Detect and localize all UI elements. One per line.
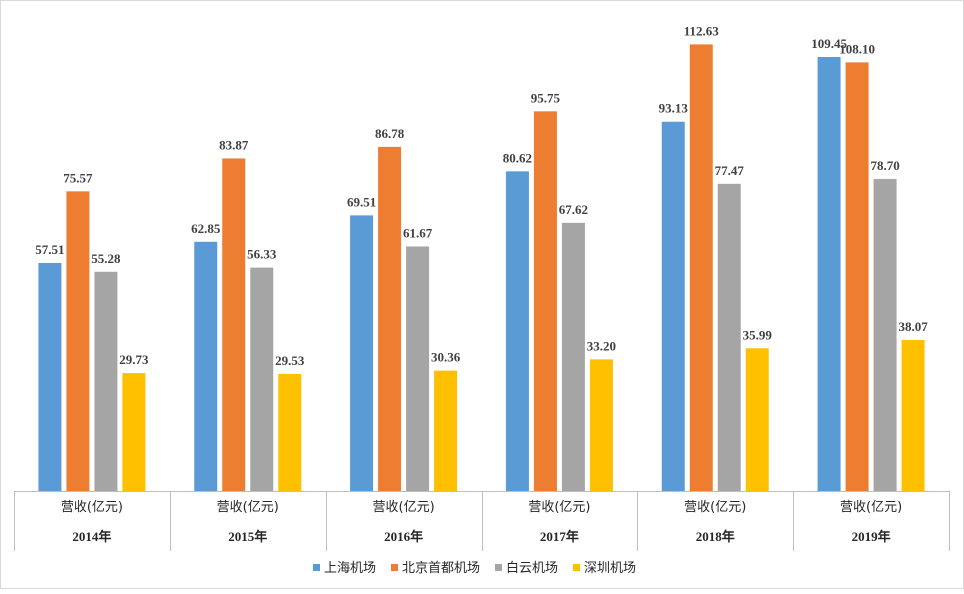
bar-深圳机场-2017年	[589, 359, 613, 491]
value-label: 30.36	[431, 350, 461, 365]
bar-白云机场-2019年	[873, 178, 897, 491]
value-label: 93.13	[659, 101, 689, 116]
value-label: 78.70	[870, 158, 899, 173]
legend-item-label: 上海机场	[324, 561, 376, 576]
value-label: 83.87	[219, 137, 249, 152]
legend-swatch	[313, 564, 320, 571]
axis-category-label: 营收(亿元)	[840, 500, 902, 515]
bar-北京首都机场-2015年	[222, 158, 246, 491]
value-labels-layer: 57.51 75.57 55.28 29.73 62.85 83.87 56.33 29.53…	[35, 23, 928, 368]
legend-item-label: 白云机场	[506, 560, 558, 576]
axis-year-label: 2019年	[852, 529, 891, 544]
axis-category-label: 营收(亿元)	[217, 500, 279, 515]
value-label: 69.51	[347, 194, 376, 209]
legend-item-label: 深圳机场	[584, 561, 636, 576]
bar-上海机场-2018年	[661, 121, 685, 491]
bar-深圳机场-2015年	[278, 373, 302, 491]
legend-swatch	[495, 564, 502, 571]
bar-北京首都机场-2019年	[845, 62, 869, 492]
axis-year-label: 2016年	[384, 529, 423, 544]
value-label: 86.78	[375, 126, 405, 141]
value-label: 75.57	[63, 170, 93, 185]
bar-上海机场-2014年	[38, 262, 62, 491]
bar-上海机场-2015年	[194, 241, 218, 491]
bar-上海机场-2016年	[350, 215, 374, 491]
axis-category-label: 营收(亿元)	[61, 500, 123, 515]
value-label: 61.67	[403, 225, 433, 240]
value-label: 55.28	[91, 251, 121, 266]
value-label: 38.07	[898, 319, 928, 334]
legend: 上海机场 北京首都机场 白云机场 深圳机场	[313, 560, 636, 576]
axis-year-label: 2017年	[540, 529, 579, 544]
bar-深圳机场-2014年	[122, 373, 146, 491]
value-label: 77.47	[715, 163, 745, 178]
value-label: 57.51	[35, 242, 64, 257]
value-label: 95.75	[531, 90, 561, 105]
bar-白云机场-2014年	[94, 271, 118, 491]
value-label: 112.63	[684, 23, 720, 38]
bar-深圳机场-2016年	[434, 370, 458, 491]
bar-北京首都机场-2017年	[533, 111, 557, 491]
bars-layer	[38, 44, 925, 492]
bar-白云机场-2015年	[250, 267, 274, 491]
value-label: 29.53	[275, 353, 305, 368]
bar-北京首都机场-2014年	[66, 191, 90, 491]
bar-白云机场-2017年	[561, 222, 585, 491]
axis-year-label: 2018年	[696, 529, 735, 544]
value-label: 56.33	[247, 247, 277, 262]
bar-白云机场-2018年	[717, 183, 741, 491]
bar-北京首都机场-2016年	[378, 146, 402, 491]
bar-北京首都机场-2018年	[689, 44, 713, 492]
bar-上海机场-2017年	[505, 171, 529, 491]
category-axis: 营收(亿元) 2014年 营收(亿元) 2015年 营收(亿元) 2016年 营收(亿元) 2…	[14, 491, 950, 551]
bar-白云机场-2016年	[406, 246, 430, 491]
bar-深圳机场-2019年	[901, 340, 925, 491]
value-label: 80.62	[503, 150, 532, 165]
axis-category-label: 营收(亿元)	[373, 500, 435, 515]
value-label: 29.73	[119, 352, 149, 367]
legend-swatch	[391, 564, 398, 571]
value-label: 67.62	[559, 202, 588, 217]
value-label: 109.45	[811, 36, 847, 51]
bar-深圳机场-2018年	[745, 348, 769, 491]
legend-item-label: 北京首都机场	[402, 561, 480, 576]
value-label: 62.85	[191, 221, 221, 236]
axis-year-label: 2014年	[72, 529, 111, 544]
axis-year-label: 2015年	[228, 529, 267, 544]
bar-上海机场-2019年	[817, 57, 841, 491]
axis-category-label: 营收(亿元)	[528, 500, 590, 515]
value-label: 108.10	[839, 41, 875, 56]
legend-swatch	[573, 564, 580, 571]
value-label: 35.99	[743, 327, 773, 342]
value-label: 33.20	[587, 338, 616, 353]
axis-category-label: 营收(亿元)	[684, 500, 746, 515]
